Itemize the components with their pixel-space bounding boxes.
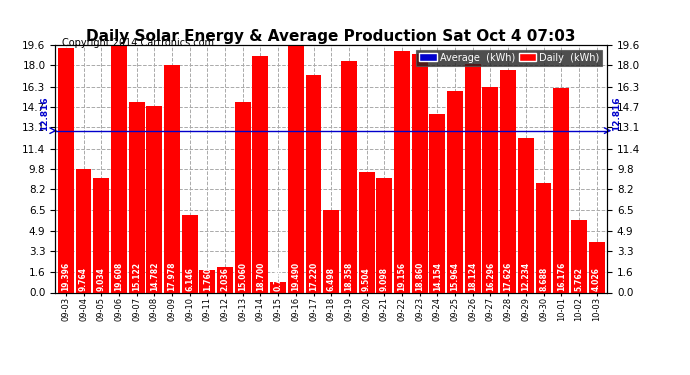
Bar bbox=[93, 178, 109, 292]
Text: 19.156: 19.156 bbox=[397, 262, 406, 291]
Text: 12.816: 12.816 bbox=[40, 96, 49, 130]
Title: Daily Solar Energy & Average Production Sat Oct 4 07:03: Daily Solar Energy & Average Production … bbox=[86, 29, 576, 44]
Text: 18.700: 18.700 bbox=[256, 261, 265, 291]
Bar bbox=[376, 178, 392, 292]
Bar bbox=[571, 220, 587, 292]
Text: 17.220: 17.220 bbox=[309, 261, 318, 291]
Bar bbox=[412, 54, 428, 292]
Text: 12.234: 12.234 bbox=[522, 261, 531, 291]
Text: 18.358: 18.358 bbox=[344, 261, 353, 291]
Bar bbox=[235, 102, 250, 292]
Text: 19.396: 19.396 bbox=[61, 261, 70, 291]
Text: 15.122: 15.122 bbox=[132, 262, 141, 291]
Bar bbox=[482, 87, 498, 292]
Text: 6.146: 6.146 bbox=[185, 267, 194, 291]
Bar bbox=[306, 75, 322, 292]
Text: 14.154: 14.154 bbox=[433, 262, 442, 291]
Text: 15.964: 15.964 bbox=[451, 262, 460, 291]
Text: 19.490: 19.490 bbox=[291, 261, 300, 291]
Bar bbox=[323, 210, 339, 292]
Text: 5.762: 5.762 bbox=[574, 267, 583, 291]
Bar bbox=[535, 183, 551, 292]
Text: 18.124: 18.124 bbox=[469, 261, 477, 291]
Text: 17.626: 17.626 bbox=[504, 261, 513, 291]
Text: 17.978: 17.978 bbox=[168, 261, 177, 291]
Text: 14.782: 14.782 bbox=[150, 261, 159, 291]
Bar bbox=[341, 61, 357, 292]
Bar bbox=[288, 46, 304, 292]
Text: Copyright 2014 Cartronics.com: Copyright 2014 Cartronics.com bbox=[62, 38, 214, 48]
Text: 15.060: 15.060 bbox=[238, 262, 247, 291]
Bar bbox=[111, 45, 127, 292]
Text: 1.760: 1.760 bbox=[203, 267, 212, 291]
Text: 0.794: 0.794 bbox=[274, 267, 283, 291]
Text: 19.608: 19.608 bbox=[115, 261, 124, 291]
Text: 2.036: 2.036 bbox=[221, 267, 230, 291]
Text: 18.860: 18.860 bbox=[415, 261, 424, 291]
Text: 16.296: 16.296 bbox=[486, 261, 495, 291]
Text: 9.034: 9.034 bbox=[97, 267, 106, 291]
Bar bbox=[199, 270, 215, 292]
Text: 4.026: 4.026 bbox=[592, 267, 601, 291]
Bar bbox=[518, 138, 534, 292]
Bar bbox=[270, 282, 286, 292]
Text: 16.176: 16.176 bbox=[557, 261, 566, 291]
Bar bbox=[75, 169, 92, 292]
Bar bbox=[253, 56, 268, 292]
Bar bbox=[500, 70, 516, 292]
Text: 9.764: 9.764 bbox=[79, 267, 88, 291]
Bar bbox=[164, 66, 180, 292]
Bar bbox=[589, 242, 604, 292]
Bar bbox=[128, 102, 144, 292]
Text: 6.498: 6.498 bbox=[326, 267, 336, 291]
Bar bbox=[429, 114, 445, 292]
Text: 9.098: 9.098 bbox=[380, 267, 388, 291]
Bar bbox=[58, 48, 74, 292]
Bar bbox=[359, 172, 375, 292]
Bar bbox=[465, 64, 481, 292]
Bar bbox=[394, 51, 410, 292]
Text: 12.816: 12.816 bbox=[613, 96, 622, 130]
Text: 9.504: 9.504 bbox=[362, 267, 371, 291]
Bar bbox=[447, 91, 463, 292]
Bar bbox=[146, 106, 162, 292]
Legend: Average  (kWh), Daily  (kWh): Average (kWh), Daily (kWh) bbox=[416, 50, 602, 66]
Bar bbox=[181, 215, 197, 292]
Bar bbox=[553, 88, 569, 292]
Text: 8.688: 8.688 bbox=[539, 266, 548, 291]
Bar bbox=[217, 267, 233, 292]
